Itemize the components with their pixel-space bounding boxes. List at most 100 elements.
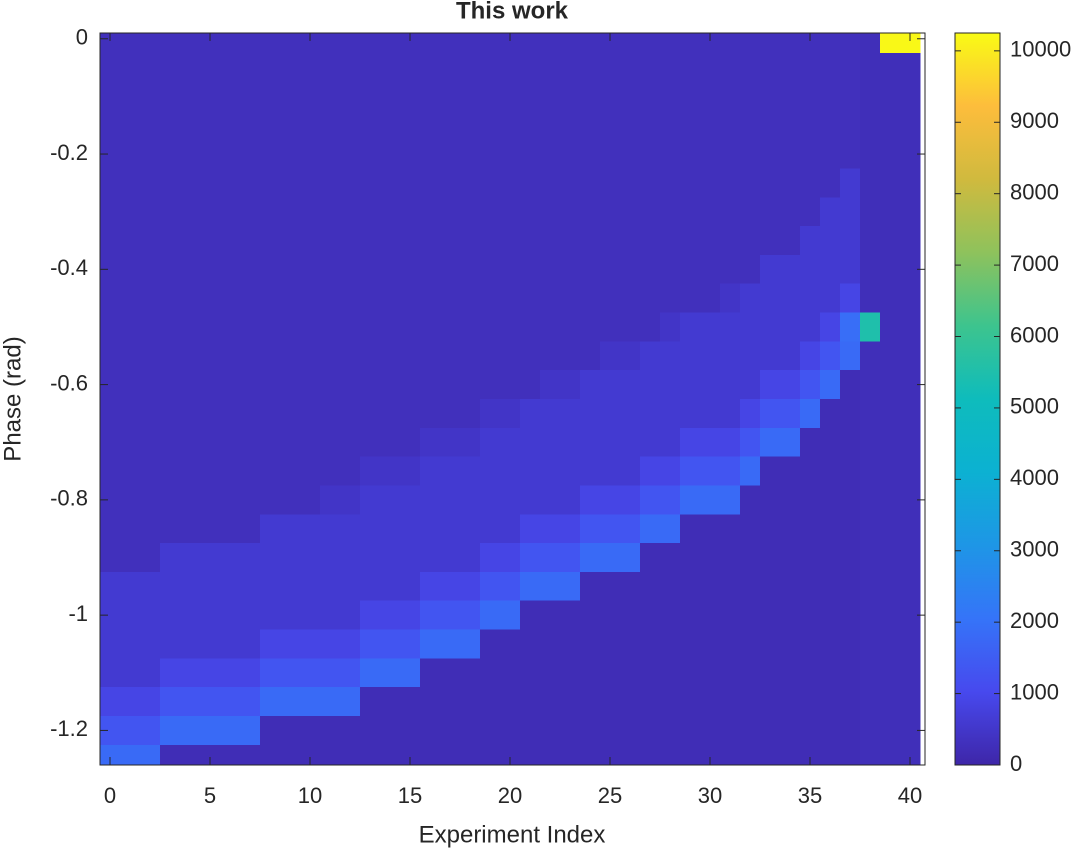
heatmap-cell	[800, 658, 821, 688]
heatmap-cell	[100, 53, 121, 83]
heatmap-cell	[780, 53, 801, 83]
heatmap-cell	[460, 629, 481, 659]
heatmap-cell	[340, 81, 361, 112]
heatmap-cell	[220, 687, 241, 717]
heatmap-cell	[740, 399, 761, 429]
heatmap-cell	[780, 600, 801, 630]
heatmap-cell	[820, 571, 841, 602]
heatmap-cell	[500, 226, 521, 256]
heatmap-cell	[640, 744, 661, 765]
heatmap-cell	[620, 399, 641, 429]
heatmap-cell	[660, 81, 681, 112]
heatmap-cell	[720, 33, 741, 54]
heatmap-cell	[200, 514, 221, 544]
heatmap-cell	[140, 139, 161, 169]
heatmap-cell	[400, 110, 421, 141]
x-tick-label: 10	[298, 783, 322, 808]
heatmap-cell	[480, 139, 501, 169]
heatmap-cell	[740, 226, 761, 256]
heatmap-cell	[400, 81, 421, 112]
heatmap-cell	[800, 427, 821, 458]
heatmap-cell	[820, 226, 841, 256]
heatmap-cell	[640, 427, 661, 458]
heatmap-cell	[360, 514, 381, 544]
heatmap-cell	[780, 168, 801, 198]
heatmap-cell	[460, 283, 481, 313]
heatmap-cell	[620, 341, 641, 371]
heatmap-cell	[420, 687, 441, 717]
heatmap-cell	[140, 312, 161, 342]
heatmap-cell	[520, 571, 541, 602]
heatmap-cell	[700, 283, 721, 313]
heatmap-cell	[620, 716, 641, 746]
heatmap-cell	[900, 139, 921, 169]
heatmap-cell	[200, 197, 221, 227]
heatmap-cell	[320, 629, 341, 659]
heatmap-cell	[160, 81, 181, 112]
heatmap-cell	[620, 81, 641, 112]
heatmap-cell	[740, 81, 761, 112]
colorbar-tick-label: 8000	[1010, 179, 1059, 204]
heatmap-cell	[260, 687, 281, 717]
heatmap-cell	[740, 456, 761, 486]
heatmap-cell	[700, 370, 721, 400]
heatmap-cell	[680, 687, 701, 717]
heatmap-cell	[800, 168, 821, 198]
heatmap-cell	[180, 312, 201, 342]
heatmap-cell	[300, 110, 321, 141]
heatmap-cell	[380, 600, 401, 630]
heatmap-cell	[320, 81, 341, 112]
heatmap-cell	[100, 341, 121, 371]
heatmap-cell	[600, 110, 621, 141]
heatmap-cell	[640, 254, 661, 285]
heatmap-cell	[600, 427, 621, 458]
heatmap-cell	[280, 226, 301, 256]
heatmap-cell	[540, 110, 561, 141]
heatmap-cell	[740, 514, 761, 544]
heatmap-cell	[480, 254, 501, 285]
heatmap-cell	[320, 197, 341, 227]
heatmap-cell	[720, 600, 741, 630]
x-tick-label: 25	[598, 783, 622, 808]
heatmap-cell	[520, 514, 541, 544]
heatmap-cell	[680, 514, 701, 544]
heatmap-cell	[640, 456, 661, 486]
heatmap-cell	[440, 687, 461, 717]
heatmap-cell	[140, 33, 161, 54]
heatmap-cell	[400, 53, 421, 83]
heatmap-cell	[840, 341, 861, 371]
heatmap-cell	[900, 427, 921, 458]
heatmap-cell	[120, 600, 141, 630]
heatmap-cell	[580, 744, 601, 765]
heatmap-cell	[140, 168, 161, 198]
heatmap-cell	[320, 427, 341, 458]
heatmap-cell	[240, 312, 261, 342]
heatmap-cell	[840, 226, 861, 256]
heatmap-cell	[540, 399, 561, 429]
heatmap-cell	[280, 456, 301, 486]
heatmap-cell	[780, 370, 801, 400]
heatmap-cell	[620, 600, 641, 630]
heatmap-cell	[160, 341, 181, 371]
heatmap-cell	[720, 456, 741, 486]
heatmap-cell	[340, 485, 361, 515]
heatmap-cell	[460, 110, 481, 141]
heatmap-cell	[220, 571, 241, 602]
heatmap-cell	[320, 341, 341, 371]
heatmap-cell	[360, 168, 381, 198]
heatmap-cell	[600, 485, 621, 515]
heatmap-cell	[440, 600, 461, 630]
heatmap-cell	[880, 226, 901, 256]
heatmap-cell	[640, 81, 661, 112]
heatmap-cell	[160, 744, 181, 765]
heatmap-cell	[200, 254, 221, 285]
heatmap-cell	[580, 543, 601, 573]
heatmap-cell	[780, 399, 801, 429]
heatmap-cell	[140, 485, 161, 515]
heatmap-cell	[100, 370, 121, 400]
heatmap-cell	[500, 543, 521, 573]
heatmap-cell	[780, 139, 801, 169]
heatmap-cell	[520, 312, 541, 342]
heatmap-cell	[460, 33, 481, 54]
heatmap-cell	[760, 744, 781, 765]
